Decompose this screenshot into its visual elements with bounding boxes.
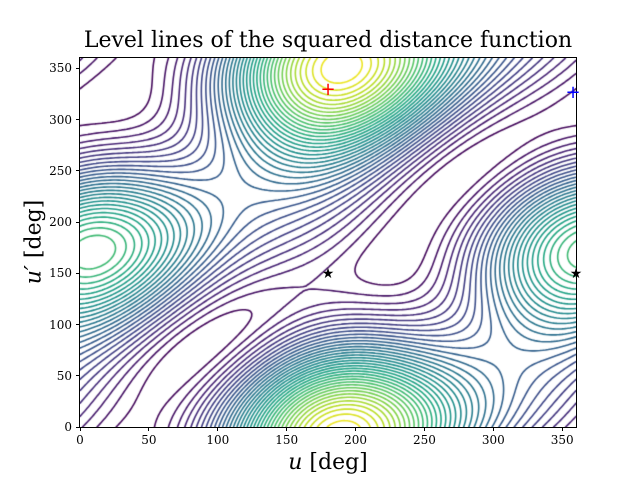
- y-tick-mark: [76, 426, 80, 428]
- y-tick-mark: [76, 119, 80, 120]
- y-tick-label: 100: [49, 317, 72, 332]
- x-tick-label: 250: [412, 433, 436, 447]
- y-tick-mark: [76, 375, 80, 377]
- x-tick-mark: [492, 427, 494, 431]
- x-tick-mark: [217, 427, 219, 431]
- x-axis-variable: u: [288, 450, 303, 475]
- saddle-star-marker: ★: [569, 266, 583, 282]
- contour-plot-area: [80, 58, 576, 427]
- y-tick-mark: [76, 272, 80, 274]
- y-tick-label: 300: [49, 112, 72, 127]
- x-tick-label: 200: [344, 433, 367, 447]
- y-tick-label: 350: [49, 61, 72, 76]
- chart-title: Level lines of the squared distance func…: [83, 28, 573, 53]
- x-tick-label: 50: [141, 433, 157, 447]
- y-tick-label: 0: [64, 420, 72, 434]
- y-tick-label: 200: [49, 215, 72, 229]
- x-tick-label: 300: [481, 433, 505, 447]
- x-tick-label: 350: [550, 433, 574, 447]
- min-marker-blue-plus: +: [565, 82, 581, 103]
- x-axis-unit: [deg]: [309, 450, 368, 475]
- y-tick-label: 50: [56, 368, 72, 383]
- x-tick-mark: [286, 427, 288, 431]
- x-tick-label: 150: [275, 433, 299, 447]
- x-tick-label: 100: [206, 433, 230, 447]
- x-tick-mark: [148, 427, 150, 431]
- x-tick-mark: [79, 427, 81, 431]
- contour-canvas: [80, 58, 576, 427]
- y-tick-label: 250: [49, 163, 72, 178]
- y-tick-mark: [76, 324, 80, 325]
- y-tick-mark: [76, 221, 80, 223]
- y-axis-label: u′ [deg]: [22, 200, 47, 285]
- max-marker-red-plus: +: [320, 79, 336, 100]
- x-tick-mark: [561, 427, 563, 431]
- y-tick-mark: [76, 170, 80, 172]
- x-tick-mark: [423, 427, 425, 431]
- y-tick-label: 150: [49, 266, 72, 281]
- saddle-star-marker: ★: [321, 266, 335, 282]
- x-tick-label: 0: [76, 433, 84, 447]
- y-axis-variable: u′: [21, 265, 47, 285]
- y-tick-mark: [76, 67, 80, 69]
- x-axis-label: u [deg]: [80, 450, 576, 475]
- y-axis-unit: [deg]: [21, 199, 47, 259]
- x-tick-mark: [355, 427, 357, 431]
